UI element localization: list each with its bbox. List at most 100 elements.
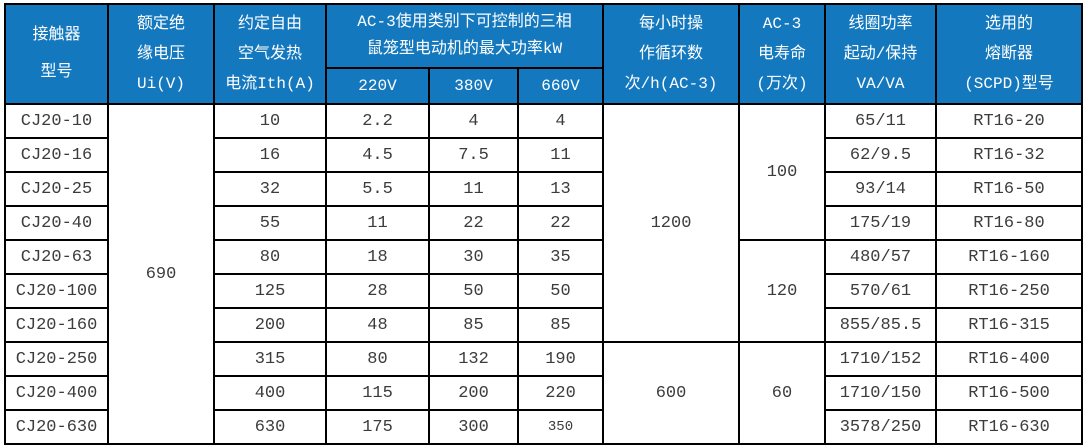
cell-electrical-life: 120: [738, 239, 826, 343]
header-line: 型号: [40, 63, 73, 81]
row-cj20-250: CJ20-250 315 80 132 190 600 60 1710/152 …: [4, 341, 1083, 445]
cell-kw380: 7.5: [428, 137, 519, 173]
cell-ops-per-hour: 600: [602, 341, 740, 445]
cell-fuse: RT16-500: [935, 375, 1083, 411]
header-380v: 380V: [428, 67, 519, 105]
cell-ith: 200: [213, 307, 327, 343]
cell-ith: 315: [213, 341, 327, 377]
cell-kw220: 28: [325, 273, 430, 309]
cell-kw380: 11: [428, 171, 519, 207]
cell-ith: 32: [213, 171, 327, 207]
cell-coil: 480/57: [824, 239, 937, 275]
cell-fuse: RT16-315: [935, 307, 1083, 343]
row-cj20-25: CJ20-25 32 5.5 11 13 93/14 RT16-50: [4, 171, 1083, 207]
cell-ith: 55: [213, 205, 327, 241]
row-cj20-40: CJ20-40 55 11 22 22 175/19 RT16-80: [4, 205, 1083, 241]
cell-kw220: 48: [325, 307, 430, 343]
cell-kw660: 35: [517, 239, 604, 275]
header-row-main: 接触器 型号 额定绝 缘电压 Ui(V) 约定自由 空气发热 电流Ith(A) …: [4, 3, 1083, 105]
header-row-voltages: 220V 380V 660V: [5, 67, 1082, 105]
cell-coil: 65/11: [824, 103, 937, 139]
header-line: 作循环数: [638, 45, 703, 63]
header-line: (SCPD)型号: [964, 75, 1054, 93]
header-line: AC-3使用类别下可控制的三相: [357, 13, 572, 31]
header-line: 空气发热: [237, 45, 302, 63]
row-cj20-400: CJ20-400 400 115 200 220 1710/150 RT16-5…: [4, 375, 1083, 411]
header-ops-per-hour: 每小时操 作循环数 次/h(AC-3): [602, 3, 740, 105]
cell-kw660: 85: [517, 307, 604, 343]
cell-kw380: 132: [428, 341, 519, 377]
cell-coil: 175/19: [824, 205, 937, 241]
cell-kw380: 22: [428, 205, 519, 241]
cell-ith: 630: [213, 409, 327, 445]
header-line: VA/VA: [856, 75, 905, 93]
cell-fuse: RT16-80: [935, 205, 1083, 241]
cell-coil: 855/85.5: [824, 307, 937, 343]
table-body: CJ20-10 690 10 2.2 4 4 1200 100 65/11 RT…: [4, 103, 1083, 445]
cell-kw660: 220: [517, 375, 604, 411]
cell-electrical-life: 100: [738, 103, 826, 241]
cell-kw380: 30: [428, 239, 519, 275]
cell-kw220: 4.5: [325, 137, 430, 173]
cell-model: CJ20-250: [4, 341, 109, 377]
cell-model: CJ20-630: [4, 409, 109, 445]
header-thermal-current: 约定自由 空气发热 电流Ith(A): [213, 3, 327, 105]
cell-model: CJ20-25: [4, 171, 109, 207]
cell-kw380: 300: [428, 409, 519, 445]
header-line: 起动/保持: [843, 45, 918, 63]
row-cj20-160: CJ20-160 200 48 85 85 855/85.5 RT16-315: [4, 307, 1083, 343]
header-insulation-voltage: 额定绝 缘电压 Ui(V): [107, 3, 215, 105]
table-header: 接触器 型号 额定绝 缘电压 Ui(V) 约定自由 空气发热 电流Ith(A) …: [4, 3, 1083, 105]
header-fuse: 选用的 熔断器 (SCPD)型号: [935, 3, 1083, 105]
cell-ith: 400: [213, 375, 327, 411]
cell-model: CJ20-160: [4, 307, 109, 343]
cell-kw380: 4: [428, 103, 519, 139]
cell-fuse: RT16-160: [935, 239, 1083, 275]
cell-coil: 93/14: [824, 171, 937, 207]
row-cj20-10: CJ20-10 690 10 2.2 4 4 1200 100 65/11 RT…: [4, 103, 1083, 445]
cell-coil: 1710/150: [824, 375, 937, 411]
row-cj20-63: CJ20-63 80 18 30 35 120 480/57 RT16-160: [4, 239, 1083, 343]
cell-kw660: 4: [517, 103, 604, 139]
cell-ith: 16: [213, 137, 327, 173]
header-660v: 660V: [517, 67, 604, 105]
cell-model: CJ20-400: [4, 375, 109, 411]
cell-kw220: 2.2: [325, 103, 430, 139]
cell-model: CJ20-100: [4, 273, 109, 309]
cell-fuse: RT16-400: [935, 341, 1083, 377]
cell-kw220: 11: [325, 205, 430, 241]
cell-model: CJ20-10: [4, 103, 109, 139]
cell-kw380: 85: [428, 307, 519, 343]
header-electrical-life: AC-3 电寿命 (万次): [738, 3, 826, 105]
cell-kw660: 50: [517, 273, 604, 309]
cell-kw660: 350: [517, 409, 604, 445]
cell-kw220: 18: [325, 239, 430, 275]
cell-kw660: 11: [517, 137, 604, 173]
cell-coil: 62/9.5: [824, 137, 937, 173]
cell-model: CJ20-16: [4, 137, 109, 173]
header-line: 电流Ith(A): [225, 75, 315, 93]
cell-fuse: RT16-630: [935, 409, 1083, 445]
cell-ith: 10: [213, 103, 327, 139]
header-line: 接触器: [32, 26, 81, 44]
cell-insulation-voltage: 690: [107, 103, 215, 445]
header-line: 线圈功率: [848, 15, 913, 33]
cell-kw660: 22: [517, 205, 604, 241]
cell-model: CJ20-63: [4, 239, 109, 275]
header-line: 额定绝: [136, 15, 185, 33]
cell-fuse: RT16-32: [935, 137, 1083, 173]
cell-kw380: 50: [428, 273, 519, 309]
cell-kw380: 200: [428, 375, 519, 411]
row-cj20-16: CJ20-16 16 4.5 7.5 11 62/9.5 RT16-32: [4, 137, 1083, 173]
cell-ith: 125: [213, 273, 327, 309]
cell-ops-per-hour: 1200: [602, 103, 740, 343]
header-line: Ui(V): [136, 75, 185, 93]
row-cj20-630: CJ20-630 630 175 300 350 3578/250 RT16-6…: [4, 409, 1083, 445]
cell-kw220: 115: [325, 375, 430, 411]
header-line: 约定自由: [237, 15, 302, 33]
cell-fuse: RT16-250: [935, 273, 1083, 309]
cell-coil: 570/61: [824, 273, 937, 309]
header-coil-power: 线圈功率 起动/保持 VA/VA: [824, 3, 937, 105]
header-line: 每小时操: [638, 15, 703, 33]
